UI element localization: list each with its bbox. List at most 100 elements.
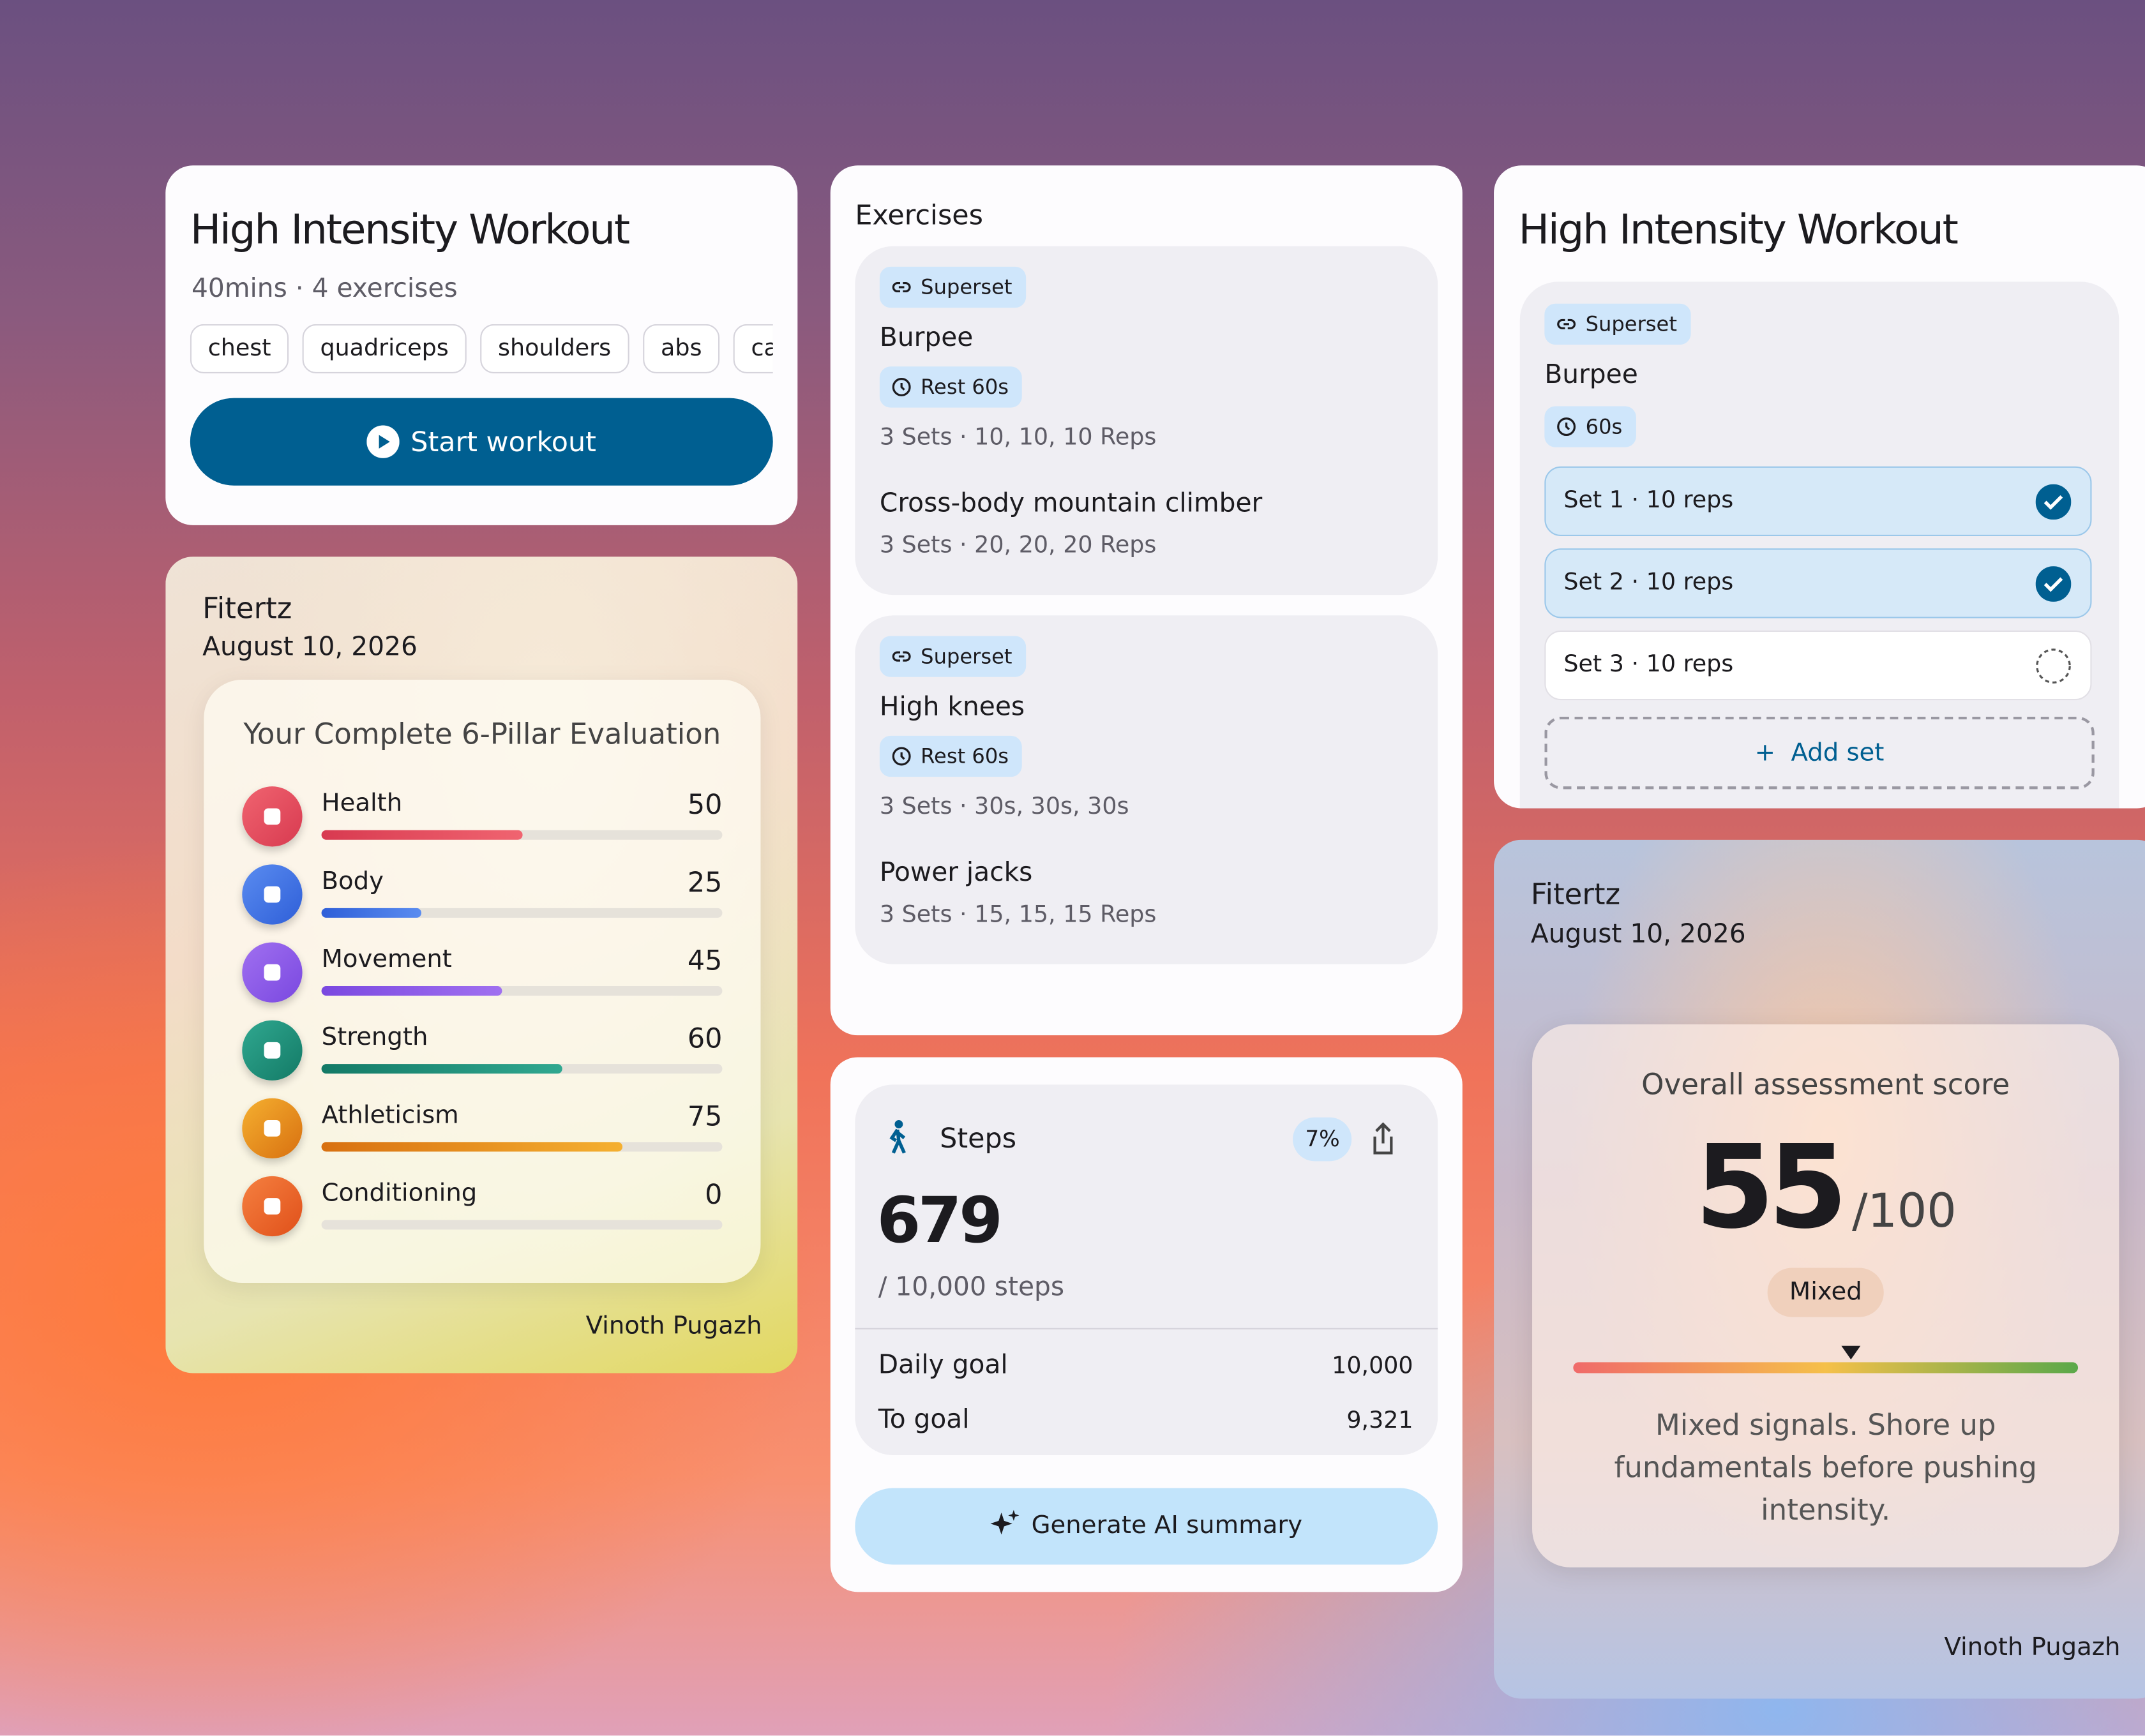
rest-badge: Rest 60s xyxy=(879,735,1023,777)
row-label: To goal xyxy=(878,1404,970,1435)
date: August 10, 2026 xyxy=(1530,919,1746,950)
exercise-detail: 3 Sets · 10, 10, 10 Reps xyxy=(879,424,1157,452)
evaluation-panel: Your Complete 6-Pillar Evaluation Health… xyxy=(204,680,761,1283)
set-label: Set 3 · 10 reps xyxy=(1563,651,1734,678)
row-value: 10,000 xyxy=(1332,1352,1413,1381)
label: Steps xyxy=(940,1121,1017,1155)
badge-label: Rest 60s xyxy=(921,375,1009,400)
heading: Your Complete 6-Pillar Evaluation xyxy=(243,718,721,751)
workout-card: High Intensity Workout 40mins · 4 exerci… xyxy=(165,165,798,525)
score-marker xyxy=(1841,1345,1861,1360)
glyph xyxy=(264,964,281,981)
set-row[interactable]: Set 2 · 10 reps xyxy=(1544,548,2092,618)
brand: Fitertz xyxy=(1530,878,1621,911)
play-icon xyxy=(366,425,400,458)
tag: chest xyxy=(190,324,289,374)
divider xyxy=(855,1328,1438,1329)
badge-label: Superset xyxy=(921,644,1012,669)
add-label: Add set xyxy=(1791,738,1885,768)
pillar-bar xyxy=(321,1064,562,1074)
pillar-track xyxy=(321,1142,723,1152)
badge-label: 60s xyxy=(1585,414,1623,439)
add-set[interactable]: + Add set xyxy=(1544,716,2095,789)
exercises-card: Exercises Superset Burpee Rest 60s 3 Sets ·… xyxy=(830,165,1463,1036)
glyph xyxy=(264,1042,281,1059)
exercise-detail: 3 Sets · 20, 20, 20 Reps xyxy=(879,532,1157,560)
title: High Intensity Workout xyxy=(1518,206,1959,255)
check-icon xyxy=(2035,566,2072,602)
pillar-bar xyxy=(321,830,522,840)
score-max: /100 xyxy=(1851,1184,1957,1239)
pillar-track xyxy=(321,908,723,918)
pillar-track xyxy=(321,986,723,996)
title: High Intensity Workout xyxy=(190,206,630,255)
exercise-detail: 3 Sets · 30s, 30s, 30s xyxy=(879,793,1129,821)
row-value: 9,321 xyxy=(1346,1407,1413,1435)
evaluation-card: Fitertz August 10, 2026 Your Complete 6-… xyxy=(165,557,798,1373)
button-label: Generate AI summary xyxy=(1031,1511,1303,1540)
tag: shoulders xyxy=(480,324,629,374)
score-card: Fitertz August 10, 2026 Overall assessme… xyxy=(1494,839,2145,1699)
sets-card: High Intensity Workout Superset Burpee 6… xyxy=(1494,165,2145,809)
glyph xyxy=(264,1198,281,1215)
walk-icon xyxy=(889,1120,906,1154)
steps-card: Steps 7% 679 / 10,000 steps Daily goal 10… xyxy=(830,1057,1463,1592)
pillar-bar xyxy=(321,986,502,996)
empty-check xyxy=(2036,648,2071,684)
step-count: 679 xyxy=(877,1183,1003,1257)
pillar-icon xyxy=(242,864,303,925)
set-row[interactable]: Set 1 · 10 reps xyxy=(1544,466,2092,537)
tags: chest quadriceps shoulders abs calves xyxy=(190,324,773,376)
pillar-name: Athleticism xyxy=(321,1101,459,1130)
ai-button[interactable]: Generate AI summary xyxy=(855,1488,1438,1565)
pillar-icon xyxy=(242,1176,303,1237)
superset-badge: Superset xyxy=(879,636,1026,677)
exercise-name: Power jacks xyxy=(879,857,1033,888)
badge-label: Superset xyxy=(921,274,1012,300)
meta: 40mins · 4 exercises xyxy=(192,273,458,304)
superset-badge: Superset xyxy=(879,266,1026,308)
start-button[interactable]: Start workout xyxy=(190,398,773,486)
badge-label: Rest 60s xyxy=(921,744,1009,769)
score-panel: Overall assessment score 55/100 Mixed Mi… xyxy=(1532,1024,2119,1568)
share-icon[interactable] xyxy=(1369,1121,1397,1157)
glyph xyxy=(264,808,281,825)
exercise-group: Superset High knees Rest 60s 3 Sets · 30s, … xyxy=(855,615,1438,964)
exercise-name: High knees xyxy=(879,692,1025,722)
set-label: Set 2 · 10 reps xyxy=(1563,569,1734,597)
rest-badge: 60s xyxy=(1544,406,1636,447)
pillar-name: Movement xyxy=(321,945,452,974)
message: Mixed signals. Shore up fundamentals bef… xyxy=(1614,1409,2037,1527)
pillar-bar xyxy=(321,908,422,918)
link-icon xyxy=(892,281,911,293)
pillar-icon xyxy=(242,786,303,847)
exercise-name: Burpee xyxy=(879,322,974,353)
clock-icon xyxy=(892,377,911,396)
author: Vinoth Pugazh xyxy=(1944,1633,2121,1662)
pillar-score: 25 xyxy=(687,865,723,899)
sets-panel xyxy=(1519,281,2119,809)
row-label: Daily goal xyxy=(878,1350,1008,1381)
heading: Overall assessment score xyxy=(1641,1068,2010,1102)
pillar-score: 75 xyxy=(687,1099,723,1133)
pillar-icon xyxy=(242,942,303,1003)
date: August 10, 2026 xyxy=(202,632,418,662)
tag: abs xyxy=(643,324,720,374)
pillar-name: Conditioning xyxy=(321,1179,478,1208)
author: Vinoth Pugazh xyxy=(585,1312,762,1341)
pillar-name: Strength xyxy=(321,1022,428,1052)
link-icon xyxy=(892,651,911,662)
glyph xyxy=(264,1120,281,1137)
pillar-score: 60 xyxy=(687,1021,723,1055)
percent: 7% xyxy=(1293,1117,1353,1162)
score: 55/100 xyxy=(1532,1120,2119,1254)
set-row[interactable]: Set 3 · 10 reps xyxy=(1544,630,2092,701)
exercise: Burpee xyxy=(1544,359,1638,390)
button-label: Start workout xyxy=(410,425,596,458)
sparkle-icon xyxy=(990,1509,1020,1535)
pillar-icon xyxy=(242,1020,303,1081)
rest-badge: Rest 60s xyxy=(879,366,1023,408)
pillar-score: 45 xyxy=(687,943,723,977)
clock-icon xyxy=(892,747,911,766)
